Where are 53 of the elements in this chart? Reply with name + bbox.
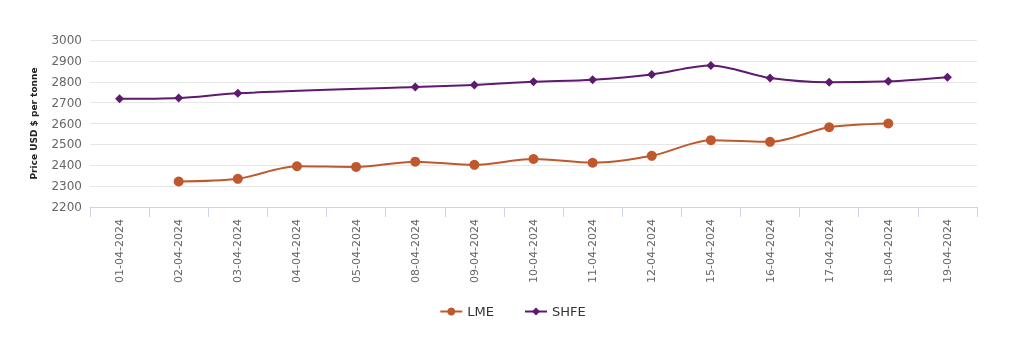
y-tick-label: 2300 xyxy=(51,179,82,194)
point xyxy=(824,77,834,87)
point xyxy=(174,93,184,103)
point xyxy=(469,159,480,170)
x-tick-label: 10-04-2024 xyxy=(527,219,540,283)
y-tick-label: 2200 xyxy=(51,200,82,214)
x-tick-label: 17-04-2024 xyxy=(822,219,836,283)
x-tick-label: 04-04-2024 xyxy=(290,219,304,283)
x-tick-label: 19-04-2024 xyxy=(940,219,954,283)
y-tick-label: 2400 xyxy=(51,158,82,173)
y-tick-label: 2600 xyxy=(51,116,82,131)
point xyxy=(528,153,539,164)
point xyxy=(115,94,125,104)
point xyxy=(233,88,243,98)
x-tick-label: 03-04-2024 xyxy=(231,219,245,283)
x-tick-label: 05-04-2024 xyxy=(349,219,363,283)
point xyxy=(291,161,302,172)
y-tick-label: 2700 xyxy=(51,95,82,110)
point xyxy=(883,118,894,129)
point xyxy=(942,72,952,82)
x-tick-label: 02-04-2024 xyxy=(172,219,186,283)
y-tick-label: 2900 xyxy=(51,53,82,68)
legend-label: LME xyxy=(467,304,494,319)
point xyxy=(469,80,479,90)
point xyxy=(588,75,598,85)
x-tick-label: 12-04-2024 xyxy=(645,219,659,283)
x-tick-label: 08-04-2024 xyxy=(408,219,422,283)
legend-label: SHFE xyxy=(551,304,586,319)
x-tick-label: 16-04-2024 xyxy=(763,219,777,283)
y-tick-label: 2500 xyxy=(51,137,82,152)
x-tick-label: 11-04-2024 xyxy=(586,219,600,283)
x-tick-label: 01-04-2024 xyxy=(113,219,127,283)
y-tick-label: 3000 xyxy=(51,33,82,47)
point xyxy=(410,82,420,92)
point xyxy=(765,73,775,83)
point xyxy=(706,60,716,70)
x-tick-label: 18-04-2024 xyxy=(881,219,895,283)
point xyxy=(705,135,716,146)
point xyxy=(173,176,184,187)
point xyxy=(883,76,893,86)
point xyxy=(529,77,538,87)
point xyxy=(646,150,657,161)
point xyxy=(824,122,835,133)
point xyxy=(765,136,776,147)
point xyxy=(587,157,598,168)
x-tick-label: 09-04-2024 xyxy=(467,219,481,283)
point xyxy=(647,69,657,79)
y-tick-label: 2800 xyxy=(51,74,82,89)
point xyxy=(410,156,421,167)
x-tick-label: 15-04-2024 xyxy=(704,219,718,283)
point xyxy=(232,173,243,184)
y-axis-title: Price USD $ per tonne xyxy=(28,67,39,180)
point xyxy=(351,161,362,172)
